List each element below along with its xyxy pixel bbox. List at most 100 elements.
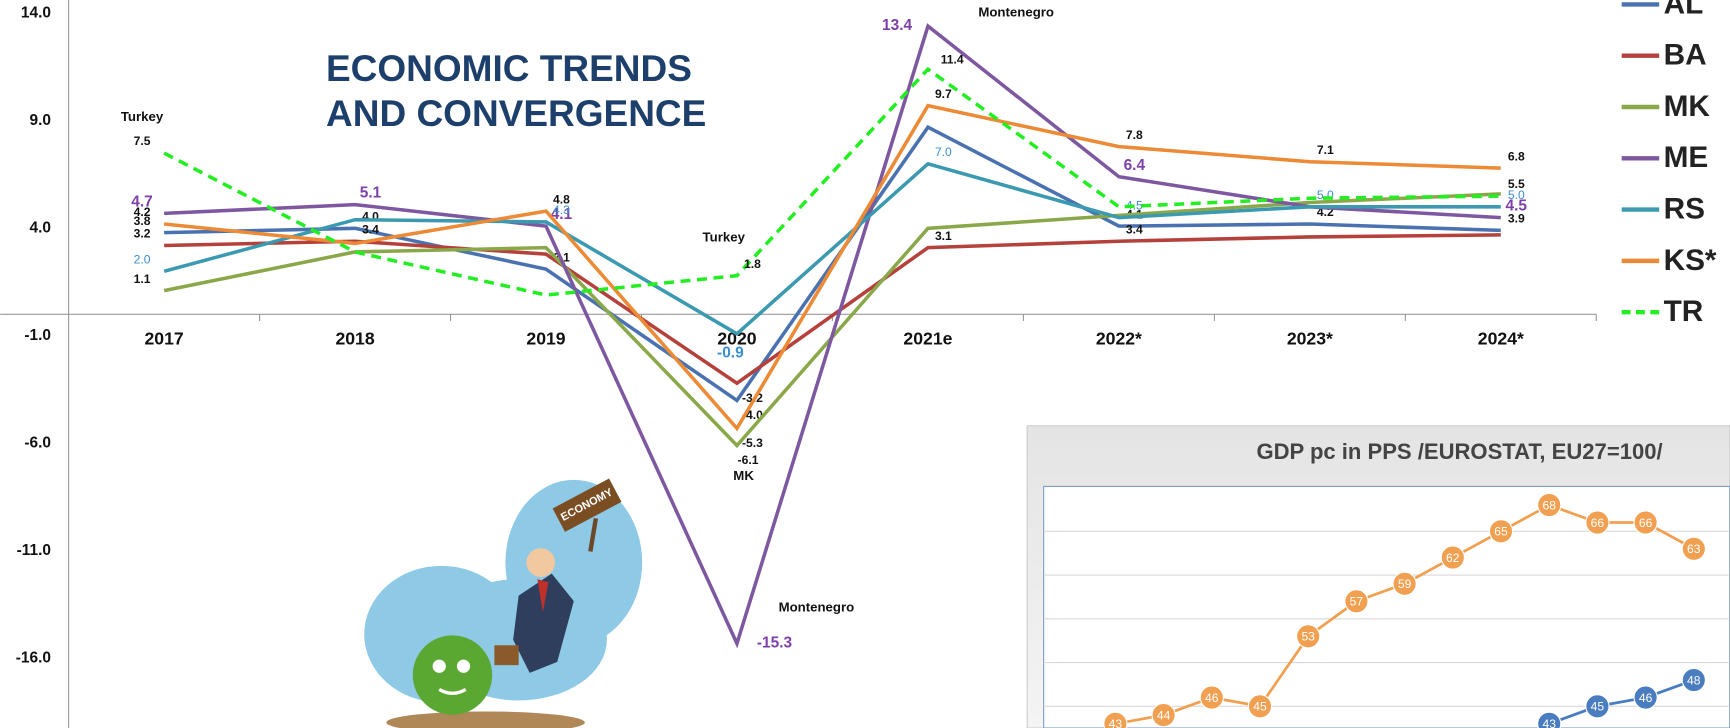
- point-label: 57: [1350, 595, 1364, 609]
- y-tick-label: 4.0: [29, 219, 50, 236]
- legend-label: BA: [1664, 39, 1707, 72]
- x-tick-label: 2017: [144, 328, 183, 348]
- value-label: 4.3: [553, 203, 570, 217]
- legend-label: ME: [1664, 141, 1709, 174]
- value-label: -6.1: [738, 453, 759, 467]
- x-tick-label: 2022*: [1096, 328, 1142, 348]
- point: [1103, 711, 1128, 728]
- value-label: 3.8: [134, 214, 151, 228]
- x-tick-label: 2019: [526, 328, 565, 348]
- value-label: 4.2: [134, 205, 151, 219]
- x-tick-label: 2023*: [1287, 328, 1333, 348]
- y-tick-label: -11.0: [17, 542, 51, 559]
- value-label: 11.4: [941, 53, 964, 67]
- point: [1199, 685, 1224, 710]
- series-line: [164, 233, 1501, 386]
- y-tick-label: 9.0: [29, 112, 50, 129]
- x-tick-label: 2018: [335, 328, 374, 348]
- legend-label: MK: [1664, 90, 1711, 123]
- point-label: 59: [1398, 577, 1412, 591]
- point-label: 45: [1253, 700, 1267, 714]
- point-label: 43: [1542, 717, 1556, 728]
- y-tick-label: -1.0: [24, 327, 51, 344]
- point-label: 46: [1639, 691, 1653, 705]
- annotation: Montenegro: [779, 600, 855, 615]
- chart-title: ECONOMIC TRENDS AND CONVERGENCE: [326, 48, 707, 134]
- annotation: Montenegro: [978, 4, 1054, 19]
- value-label: 7.5: [134, 134, 151, 148]
- x-tick-label: 2021e: [903, 328, 952, 348]
- point-label: 65: [1494, 525, 1508, 539]
- point: [1537, 492, 1562, 518]
- value-label: 3.2: [134, 227, 151, 241]
- x-tick-label: 2020: [717, 328, 756, 348]
- value-label: 5.0: [1508, 188, 1525, 202]
- value-label: 3.1: [935, 229, 952, 243]
- point-label: 62: [1446, 551, 1460, 565]
- annotation: Turkey: [121, 109, 164, 124]
- point-label: 53: [1301, 630, 1315, 644]
- point: [1296, 624, 1321, 649]
- value-label: 4.5: [1506, 198, 1528, 215]
- point: [1681, 536, 1706, 561]
- legend-label: KS*: [1664, 244, 1717, 277]
- value-label: 3.4: [1126, 222, 1143, 236]
- value-label: -0.9: [717, 345, 744, 362]
- point-label: 45: [1591, 700, 1605, 714]
- series-line: [163, 66, 1501, 297]
- legend-label: TR: [1664, 295, 1704, 328]
- point-label: 44: [1157, 708, 1171, 722]
- point: [1633, 510, 1658, 535]
- value-label: 7.8: [1126, 128, 1143, 142]
- point: [1151, 702, 1176, 728]
- chart-1: 43 44 46 45 53 57 59 62 65 68 66 66 63 43 45 46 48: [1043, 492, 1730, 728]
- point-label: 66: [1591, 516, 1605, 530]
- value-label: 1.8: [744, 257, 761, 271]
- point-label: 43: [1109, 717, 1123, 728]
- value-label: 1.1: [134, 272, 151, 286]
- point: [1537, 711, 1562, 728]
- value-label: 6.4: [1124, 157, 1146, 174]
- value-label: 4.1: [551, 206, 573, 223]
- value-label: 3.4: [362, 222, 379, 236]
- y-tick-label: 14.0: [21, 4, 51, 21]
- annotation: Turkey: [703, 230, 746, 245]
- value-label: -15.3: [757, 635, 793, 652]
- legend-label: RS: [1664, 193, 1705, 226]
- value-label: 3.9: [1508, 212, 1525, 226]
- x-tick-label: 2024*: [1478, 328, 1524, 348]
- annotation: MK: [733, 468, 754, 483]
- point: [1344, 589, 1369, 614]
- value-label: 6.8: [1508, 149, 1525, 163]
- value-label: 9.7: [935, 87, 952, 101]
- point-label: 46: [1205, 691, 1219, 705]
- y-tick-label: -6.0: [24, 434, 51, 451]
- value-label: 5.1: [360, 185, 382, 202]
- point-label: 48: [1687, 673, 1701, 687]
- point: [1392, 571, 1417, 596]
- value-label: 7.1: [1317, 143, 1334, 157]
- point: [1585, 510, 1610, 535]
- value-label: -5.3: [742, 436, 763, 450]
- value-label: 5.0: [1317, 188, 1334, 202]
- point-label: 63: [1687, 542, 1701, 556]
- value-label: 4.7: [131, 193, 152, 210]
- value-label: 13.4: [882, 17, 912, 34]
- series-line: [1548, 678, 1695, 726]
- value-label: 5.5: [1508, 177, 1525, 191]
- y-tick-label: -16.0: [16, 650, 51, 667]
- point: [1488, 519, 1514, 544]
- value-label: 7.0: [935, 145, 952, 159]
- illustration: ECONOMY: [364, 478, 643, 728]
- point: [1585, 694, 1610, 719]
- value-label: 2.0: [134, 253, 151, 267]
- series-line: [163, 103, 1501, 432]
- legend-label: AL: [1664, 0, 1704, 20]
- point-label: 68: [1542, 498, 1556, 512]
- inset-title: GDP pc in PPS /EUROSTAT, EU27=100/: [1256, 439, 1662, 464]
- point: [1440, 545, 1465, 570]
- point: [1247, 694, 1273, 719]
